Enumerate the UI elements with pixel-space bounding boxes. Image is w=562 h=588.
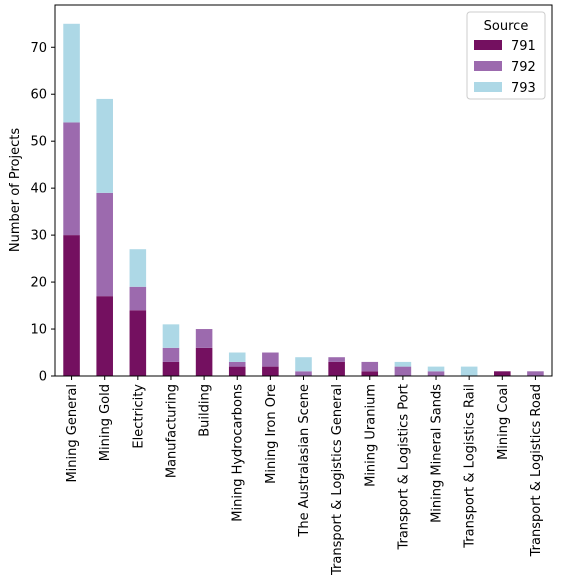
x-tick-label: Manufacturing	[164, 384, 179, 478]
x-tick-label: Mining Uranium	[363, 384, 378, 487]
bar-792-7	[295, 371, 312, 376]
legend-frame	[466, 11, 546, 100]
bar-792-5	[228, 361, 246, 367]
legend-swatch-792	[474, 61, 502, 71]
x-tick-label: Transport & Logistics General	[330, 384, 345, 576]
y-tick-label: 40	[30, 182, 47, 197]
bar-793-7	[295, 357, 312, 372]
bar-791-3	[162, 361, 180, 376]
bar-791-4	[195, 347, 213, 376]
legend-swatch-791	[474, 40, 502, 50]
bar-792-0	[63, 122, 80, 236]
bar-791-13	[494, 371, 511, 376]
bar-793-3	[162, 324, 180, 348]
x-tick-label: Mining General	[65, 384, 80, 483]
bar-793-12	[460, 366, 478, 376]
x-tick-label: Transport & Logistics Port	[396, 384, 411, 551]
y-tick-label: 30	[30, 229, 47, 244]
bar-793-10	[394, 361, 412, 367]
bar-791-2	[129, 310, 147, 376]
bar-792-1	[96, 192, 113, 297]
bar-792-4	[195, 329, 213, 348]
bar-791-9	[361, 371, 379, 376]
bar-791-5	[228, 366, 246, 376]
legend-title: Source	[484, 19, 529, 34]
bar-792-11	[427, 371, 445, 376]
x-tick-label: Building	[198, 384, 213, 437]
x-tick-label: The Australasian Scene	[297, 384, 312, 538]
bar-792-8	[328, 357, 345, 362]
bar-791-1	[96, 296, 113, 376]
bar-791-6	[262, 366, 279, 376]
x-axis: Mining General Mining Gold Electricity Manu…	[65, 376, 544, 576]
legend-label-791: 791	[511, 39, 536, 54]
x-tick-label: Mining Mineral Sands	[430, 384, 445, 523]
legend: Source 791 792 793	[466, 11, 546, 100]
y-tick-label: 20	[30, 276, 47, 291]
x-tick-label: Transport & Logistics Rail	[463, 384, 478, 549]
y-tick-label: 70	[30, 41, 47, 56]
y-tick-label: 50	[30, 135, 47, 150]
y-tick-label: 0	[39, 370, 47, 385]
x-tick-label: Mining Hydrocarbons	[231, 384, 246, 522]
x-tick-label: Electricity	[131, 384, 146, 449]
legend-swatch-793	[474, 82, 502, 92]
y-tick-label: 60	[30, 88, 47, 103]
x-tick-label: Mining Iron Ore	[264, 384, 279, 484]
y-axis: 0 10 20 30 40 50 60 70	[30, 41, 55, 385]
legend-label-793: 793	[511, 81, 536, 96]
y-tick-label: 10	[30, 323, 47, 338]
bar-792-9	[361, 361, 379, 372]
x-tick-label: Mining Coal	[496, 384, 511, 460]
x-tick-label: Transport & Logistics Road	[529, 384, 544, 557]
bar-792-14	[527, 371, 544, 376]
x-tick-label: Mining Gold	[98, 384, 113, 461]
bar-792-10	[394, 366, 412, 376]
bar-792-3	[162, 347, 180, 362]
bar-792-6	[262, 352, 279, 367]
bar-793-0	[63, 23, 80, 123]
y-axis-label: Number of Projects	[8, 128, 23, 252]
bar-791-0	[63, 235, 80, 376]
bar-793-1	[96, 98, 113, 193]
bar-793-5	[228, 352, 246, 362]
bars-layer	[63, 23, 544, 376]
bar-791-8	[328, 361, 345, 376]
bar-793-2	[129, 249, 147, 287]
legend-label-792: 792	[511, 60, 536, 75]
bar-793-11	[427, 366, 445, 372]
bar-792-2	[129, 286, 147, 311]
